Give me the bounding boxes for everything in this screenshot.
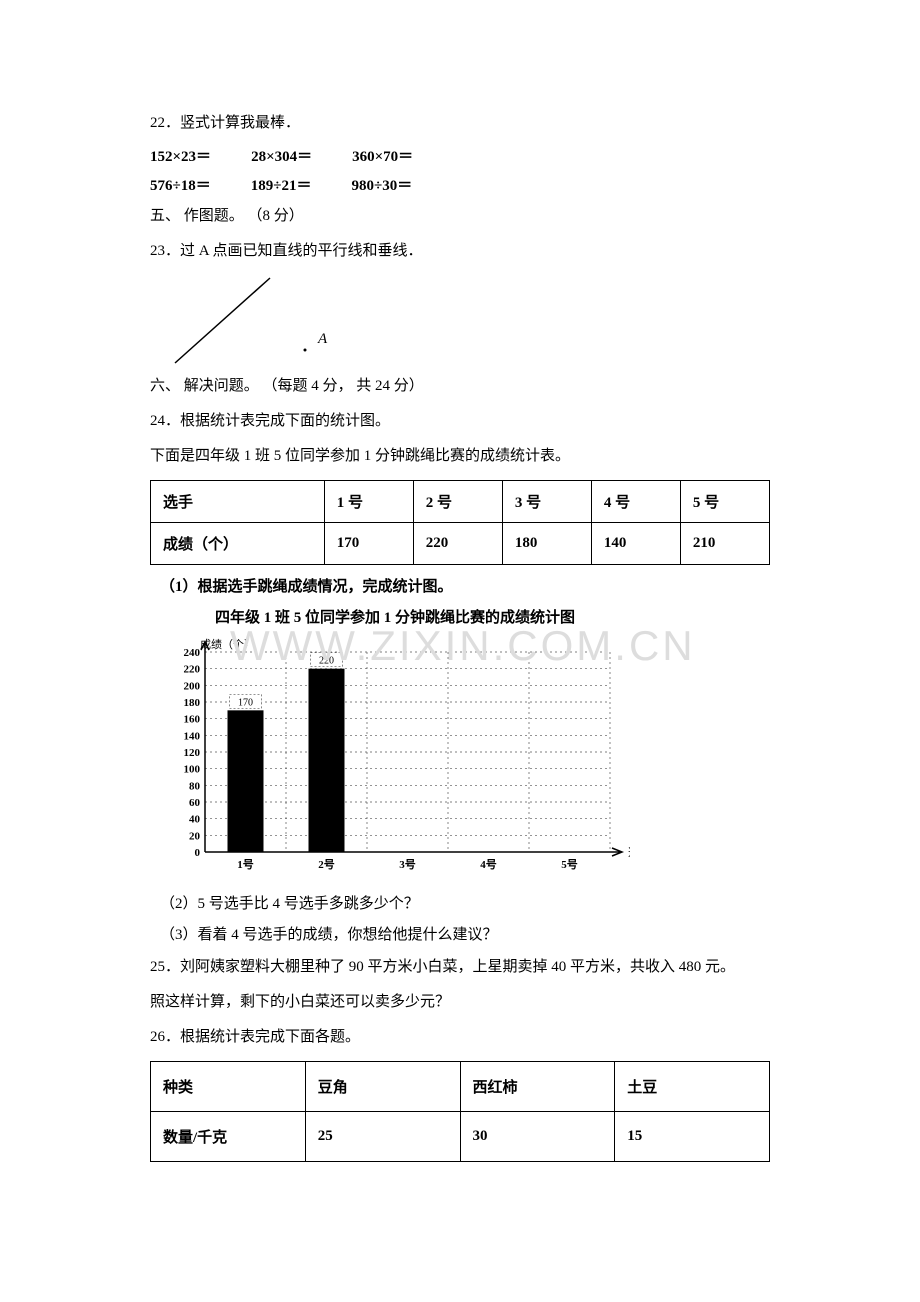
- q24-intro: 下面是四年级 1 班 5 位同学参加 1 分钟跳绳比赛的成绩统计表。: [150, 443, 770, 470]
- cell: 220: [413, 523, 502, 565]
- svg-text:170: 170: [238, 697, 253, 708]
- svg-text:60: 60: [189, 797, 201, 809]
- given-line: [175, 278, 270, 363]
- q24-chart: WWW.ZIXIN.COM.CN 成绩（个）020406080100120140…: [160, 632, 630, 882]
- eq: 576÷18＝: [150, 174, 211, 195]
- svg-text:4号: 4号: [480, 858, 497, 871]
- eq: 980÷30＝: [351, 174, 412, 195]
- q25-line2: 照这样计算，剩下的小白菜还可以卖多少元？: [150, 989, 770, 1016]
- cell: 180: [502, 523, 591, 565]
- svg-text:1号: 1号: [237, 858, 254, 871]
- section6-heading: 六、 解决问题。 （每题 4 分， 共 24 分）: [150, 373, 770, 400]
- table-row: 成绩（个） 170 220 180 140 210: [151, 523, 770, 565]
- cell: 2 号: [413, 481, 502, 523]
- q23-title: 23．过 A 点画已知直线的平行线和垂线．: [150, 238, 770, 265]
- table-row: 种类 豆角 西红柿 土豆: [151, 1062, 770, 1112]
- cell: 数量/千克: [151, 1112, 306, 1162]
- svg-text:80: 80: [189, 780, 201, 792]
- svg-text:40: 40: [189, 814, 201, 826]
- cell: 25: [305, 1112, 460, 1162]
- svg-text:240: 240: [184, 647, 201, 659]
- svg-text:220: 220: [184, 664, 201, 676]
- q23-diagram: A: [150, 273, 350, 368]
- svg-text:3号: 3号: [399, 858, 416, 871]
- svg-text:220: 220: [319, 656, 334, 667]
- cell: 140: [591, 523, 680, 565]
- q24-sub2: （2）5 号选手比 4 号选手多跳多少个？: [160, 892, 770, 913]
- cell: 成绩（个）: [151, 523, 325, 565]
- point-a-label: A: [317, 331, 328, 347]
- cell: 西红柿: [460, 1062, 615, 1112]
- q22-row2: 576÷18＝ 189÷21＝ 980÷30＝: [150, 174, 770, 195]
- cell: 170: [324, 523, 413, 565]
- cell: 15: [615, 1112, 770, 1162]
- svg-text:200: 200: [184, 680, 201, 692]
- svg-text:120: 120: [184, 747, 201, 759]
- eq: 360×70＝: [352, 145, 413, 166]
- cell: 5 号: [680, 481, 769, 523]
- cell: 3 号: [502, 481, 591, 523]
- svg-text:5号: 5号: [561, 858, 578, 871]
- q24-sub3: （3）看着 4 号选手的成绩，你想给他提什么建议？: [160, 923, 770, 944]
- cell: 210: [680, 523, 769, 565]
- svg-text:2号: 2号: [318, 858, 335, 871]
- svg-text:选手: 选手: [628, 845, 630, 859]
- table-row: 数量/千克 25 30 15: [151, 1112, 770, 1162]
- q22-row1: 152×23＝ 28×304＝ 360×70＝: [150, 145, 770, 166]
- q25-line1: 25．刘阿姨家塑料大棚里种了 90 平方米小白菜，上星期卖掉 40 平方米，共收…: [150, 954, 770, 981]
- svg-text:160: 160: [184, 714, 201, 726]
- eq: 152×23＝: [150, 145, 211, 166]
- cell: 土豆: [615, 1062, 770, 1112]
- eq: 28×304＝: [251, 145, 312, 166]
- cell: 30: [460, 1112, 615, 1162]
- q24-table: 选手 1 号 2 号 3 号 4 号 5 号 成绩（个） 170 220 180…: [150, 480, 770, 565]
- q24-chart-title: 四年级 1 班 5 位同学参加 1 分钟跳绳比赛的成绩统计图: [160, 606, 630, 627]
- cell: 豆角: [305, 1062, 460, 1112]
- section5-heading: 五、 作图题。 （8 分）: [150, 203, 770, 230]
- q24-title: 24．根据统计表完成下面的统计图。: [150, 408, 770, 435]
- q26-title: 26．根据统计表完成下面各题。: [150, 1024, 770, 1051]
- svg-text:100: 100: [184, 764, 201, 776]
- q22-title: 22．竖式计算我最棒．: [150, 110, 770, 137]
- q26-table: 种类 豆角 西红柿 土豆 数量/千克 25 30 15: [150, 1061, 770, 1162]
- cell: 1 号: [324, 481, 413, 523]
- eq: 189÷21＝: [251, 174, 312, 195]
- point-a-dot: [304, 349, 307, 352]
- cell: 选手: [151, 481, 325, 523]
- svg-text:20: 20: [189, 830, 201, 842]
- cell: 4 号: [591, 481, 680, 523]
- bar-chart-svg: 成绩（个）020406080100120140160180200220240选手…: [160, 632, 630, 882]
- cell: 种类: [151, 1062, 306, 1112]
- table-row: 选手 1 号 2 号 3 号 4 号 5 号: [151, 481, 770, 523]
- svg-text:0: 0: [195, 847, 201, 859]
- svg-text:180: 180: [184, 697, 201, 709]
- svg-text:140: 140: [184, 730, 201, 742]
- q24-sub1: （1）根据选手跳绳成绩情况，完成统计图。: [160, 575, 770, 596]
